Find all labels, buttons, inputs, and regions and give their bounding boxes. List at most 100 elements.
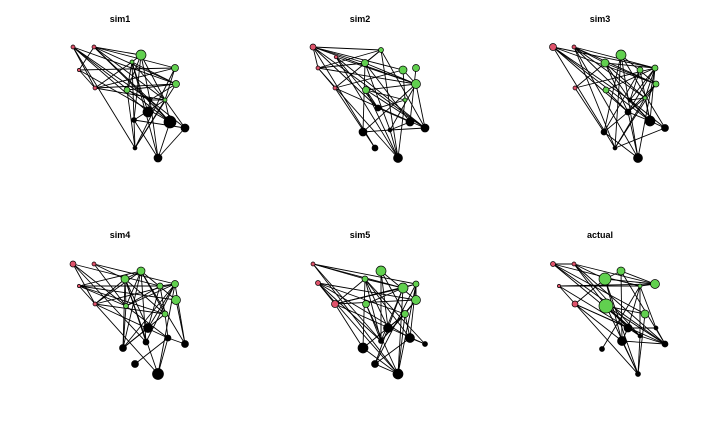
graph-edge (409, 67, 417, 123)
graph-node (612, 145, 618, 151)
graph-edge (317, 282, 406, 315)
graph-node (571, 44, 577, 50)
graph-edge (72, 46, 149, 113)
graph-edge (552, 263, 641, 337)
graph-edge (365, 89, 399, 159)
graph-edge (573, 46, 651, 122)
graph-edge (147, 285, 161, 329)
graph-edge (552, 46, 651, 122)
graph-edge (335, 56, 399, 159)
graph-node (91, 44, 97, 50)
graph-node (163, 115, 177, 129)
graph-edge (573, 46, 656, 69)
graph-edge (78, 69, 171, 123)
graph-edge (125, 270, 142, 307)
graph-edge (317, 49, 382, 69)
graph-edge (620, 54, 639, 159)
graph-edge (649, 67, 656, 122)
graph-node (616, 266, 626, 276)
network-graph (309, 43, 430, 163)
graph-edge (627, 67, 656, 113)
graph-edge (389, 127, 426, 131)
graph-node (77, 68, 81, 72)
graph-node (402, 97, 408, 103)
graph-edge (603, 69, 641, 133)
graph-edge (552, 263, 646, 315)
graph-edge (604, 62, 629, 113)
graph-edge (94, 270, 142, 305)
panel-title: sim1 (109, 14, 131, 24)
graph-node (412, 280, 420, 288)
graph-edge (157, 127, 186, 159)
graph-edge (639, 285, 657, 329)
graph-edge (620, 270, 656, 285)
graph-edge (335, 56, 379, 109)
graph-node (401, 310, 409, 318)
graph-edge (614, 127, 666, 149)
graph-edge (389, 83, 417, 131)
graph-edge (364, 278, 389, 329)
graph-edge (552, 46, 656, 69)
graph-edge (312, 46, 379, 109)
graph-node (119, 344, 127, 352)
graph-edge (397, 287, 404, 375)
graph-node (332, 85, 338, 91)
graph-edge (639, 335, 666, 345)
graph-edge (312, 263, 399, 375)
graph-node (653, 325, 659, 331)
graph-edge (637, 313, 646, 375)
network-graph (69, 260, 189, 380)
graph-edge (126, 89, 136, 149)
graph-node (357, 342, 369, 354)
panel-actual: actual (480, 216, 720, 432)
graph-node (77, 284, 81, 288)
graph-node (147, 97, 153, 103)
graph-edge (94, 303, 169, 339)
graph-edge (629, 99, 666, 129)
graph-node (383, 323, 393, 333)
graph-edge (620, 270, 623, 342)
graph-edge (364, 62, 417, 85)
graph-edge (605, 305, 666, 345)
graph-edge (131, 61, 166, 101)
graph-node (420, 123, 430, 133)
graph-node (599, 346, 605, 352)
graph-edge (149, 83, 177, 101)
graph-node (309, 43, 317, 51)
graph-edge (122, 327, 149, 349)
graph-node (644, 115, 656, 127)
graph-node (161, 310, 169, 318)
graph-node (315, 280, 321, 286)
graph-node (171, 64, 179, 72)
graph-edge (140, 54, 166, 101)
graph-edge (389, 129, 399, 159)
graph-node (661, 124, 669, 132)
graph-edge (164, 313, 169, 339)
graph-node (572, 85, 578, 91)
graph-edge (409, 283, 417, 339)
graph-edge (133, 119, 136, 149)
graph-edge (604, 278, 656, 285)
graph-node (650, 279, 660, 289)
graph-node (181, 340, 189, 348)
graph-edge (126, 61, 133, 91)
graph-node (375, 265, 387, 277)
graph-edge (604, 62, 646, 99)
graph-edge (131, 61, 177, 85)
graph-edge (335, 56, 417, 85)
graph-edge (93, 46, 151, 101)
graph-node (617, 336, 627, 346)
graph-node (333, 54, 339, 60)
graph-node (637, 333, 643, 339)
graph-edge (377, 99, 406, 109)
graph-edge (365, 83, 417, 91)
graph-node (135, 49, 147, 61)
graph-edge (175, 299, 186, 345)
graph-node (637, 283, 643, 289)
graph-node (131, 117, 137, 123)
graph-edge (317, 67, 417, 85)
graph-node (615, 49, 627, 61)
graph-edge (334, 69, 404, 89)
graph-edge (93, 263, 127, 307)
graph-node (92, 301, 98, 307)
